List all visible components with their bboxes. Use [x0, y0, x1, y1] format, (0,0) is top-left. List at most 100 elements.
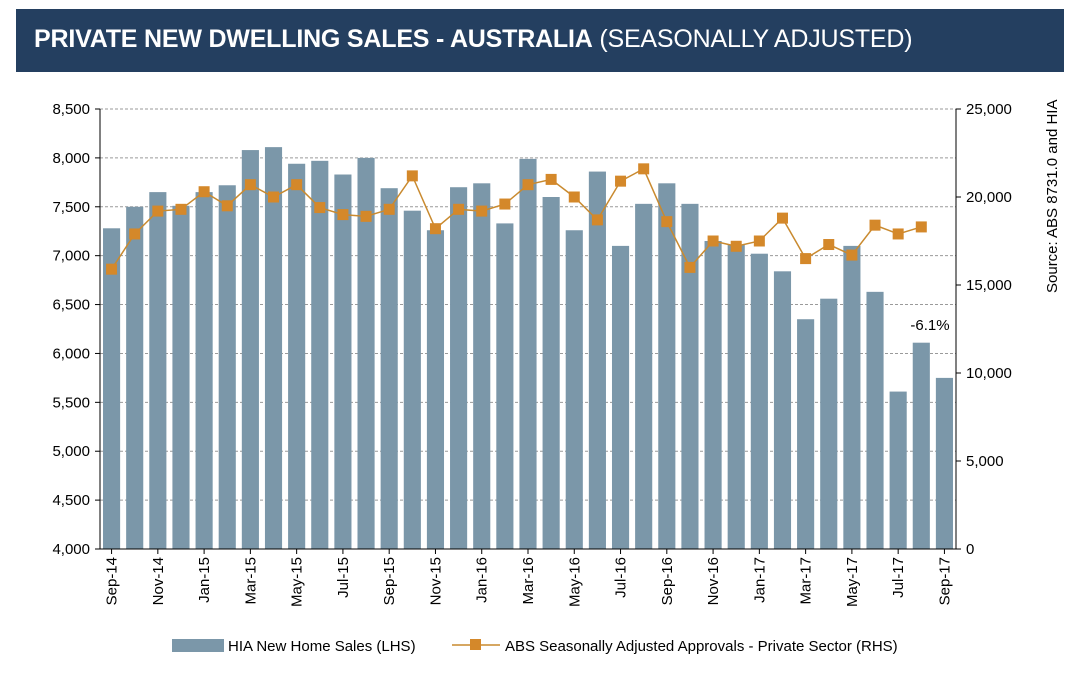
approvals-marker [869, 219, 881, 231]
x-tick-label: Sep-17 [936, 557, 953, 605]
approvals-marker [406, 170, 418, 182]
legend-bar-label: HIA New Home Sales (LHS) [228, 638, 416, 655]
approvals-marker [175, 203, 187, 215]
approvals-marker [753, 235, 765, 247]
approvals-marker [337, 209, 349, 221]
sales-bar [172, 205, 190, 550]
y-left-tick-label: 4,000 [52, 541, 90, 558]
sales-bar [565, 230, 583, 549]
x-tick-label: Nov-15 [427, 557, 444, 605]
y-left-tick-label: 7,000 [52, 248, 90, 265]
sales-bar [426, 230, 445, 549]
sales-bar [126, 206, 144, 549]
x-tick-label: Jan-16 [474, 557, 491, 603]
x-tick-label: May-16 [566, 557, 583, 607]
x-tick-label: Nov-14 [150, 557, 167, 605]
approvals-marker [499, 198, 511, 210]
approvals-marker [383, 203, 395, 215]
sales-bar [288, 163, 306, 549]
approvals-marker [638, 163, 650, 175]
approvals-marker [823, 239, 835, 251]
x-tick-label: Jul-17 [890, 557, 907, 598]
x-tick-label: Mar-16 [520, 557, 537, 605]
y-right-tick-label: 10,000 [966, 365, 1012, 382]
y-left-tick-label: 4,500 [52, 492, 90, 509]
title-bar: PRIVATE NEW DWELLING SALES - AUSTRALIA (… [16, 9, 1064, 72]
approvals-marker [545, 173, 557, 185]
sales-bar [935, 377, 953, 549]
y-right-tick-label: 25,000 [966, 101, 1012, 118]
sales-bar [403, 210, 421, 549]
sales-bar [473, 183, 491, 550]
legend: HIA New Home Sales (LHS) ABS Seasonally … [172, 638, 898, 655]
approvals-marker [892, 228, 904, 240]
x-tick-label: May-17 [844, 557, 861, 607]
approvals-marker [707, 235, 719, 247]
approvals-marker [915, 221, 927, 233]
approvals-marker [129, 228, 141, 240]
x-tick-label: Jul-16 [613, 557, 630, 598]
sales-bar [149, 192, 167, 549]
legend-line-label: ABS Seasonally Adjusted Approvals - Priv… [505, 638, 898, 655]
line-series [106, 163, 927, 275]
sales-bar [797, 319, 815, 549]
y-left-tick-label: 5,000 [52, 443, 90, 460]
approvals-marker [360, 210, 372, 222]
y-right-tick-label: 0 [966, 541, 974, 558]
approvals-marker [522, 179, 534, 191]
y-left-tick-label: 6,500 [52, 297, 90, 314]
sales-bar [450, 187, 468, 549]
x-tick-label: Jan-17 [751, 557, 768, 603]
sales-bar [103, 228, 121, 550]
approvals-marker [221, 200, 233, 212]
approvals-marker [591, 214, 603, 226]
y-right-tick-label: 5,000 [966, 453, 1004, 470]
y-left-tick-label: 8,000 [52, 150, 90, 167]
approvals-marker [198, 186, 210, 198]
sales-bar [727, 244, 745, 549]
bar-series [103, 147, 953, 550]
y-left-tick-label: 7,500 [52, 199, 90, 216]
approvals-marker [476, 205, 488, 217]
approvals-marker [661, 216, 673, 228]
sales-bar [611, 245, 630, 549]
x-tick-label: Sep-16 [659, 557, 676, 605]
legend-bar-swatch [172, 639, 224, 652]
sales-bar [519, 158, 537, 549]
tick-labels: 4,000 4,500 5,000 5,500 6,000 6,500 7,000 7,500… [52, 101, 1011, 607]
x-tick-label: Sep-14 [104, 557, 121, 605]
approvals-marker [244, 179, 256, 191]
approvals-marker [314, 202, 326, 214]
sales-bar [843, 245, 861, 549]
y-right-tick-label: 15,000 [966, 277, 1012, 294]
sales-bar [218, 185, 236, 549]
sales-bar [912, 342, 930, 549]
y-right-tick-label: 20,000 [966, 189, 1012, 206]
x-tick-label: Jul-15 [335, 557, 352, 598]
title-sub: (SEASONALLY ADJUSTED) [599, 25, 913, 53]
y-left-tick-label: 8,500 [52, 101, 90, 118]
legend-marker-swatch [470, 639, 481, 650]
approvals-marker [776, 212, 788, 224]
approvals-marker [268, 191, 280, 203]
x-tick-label: Nov-16 [705, 557, 722, 605]
approvals-marker [846, 249, 858, 261]
sales-bar [264, 147, 283, 549]
approvals-marker [615, 175, 627, 187]
sales-bar [588, 171, 606, 550]
source-label: Source: ABS 8731.0 and HIA [1044, 100, 1061, 293]
x-tick-label: May-15 [289, 557, 306, 607]
sales-bar [311, 160, 329, 550]
approvals-marker [800, 253, 812, 265]
approvals-marker [106, 263, 118, 275]
x-tick-label: Mar-17 [798, 557, 815, 605]
sales-bar [635, 203, 653, 549]
sales-bar [750, 253, 768, 549]
x-tick-label: Jan-15 [196, 557, 213, 603]
sales-bar [681, 203, 699, 549]
sales-bar [241, 150, 259, 550]
chart-title: PRIVATE NEW DWELLING SALES - AUSTRALIA (… [34, 25, 913, 54]
sales-bar [380, 188, 398, 549]
y-left-tick-label: 5,500 [52, 394, 90, 411]
